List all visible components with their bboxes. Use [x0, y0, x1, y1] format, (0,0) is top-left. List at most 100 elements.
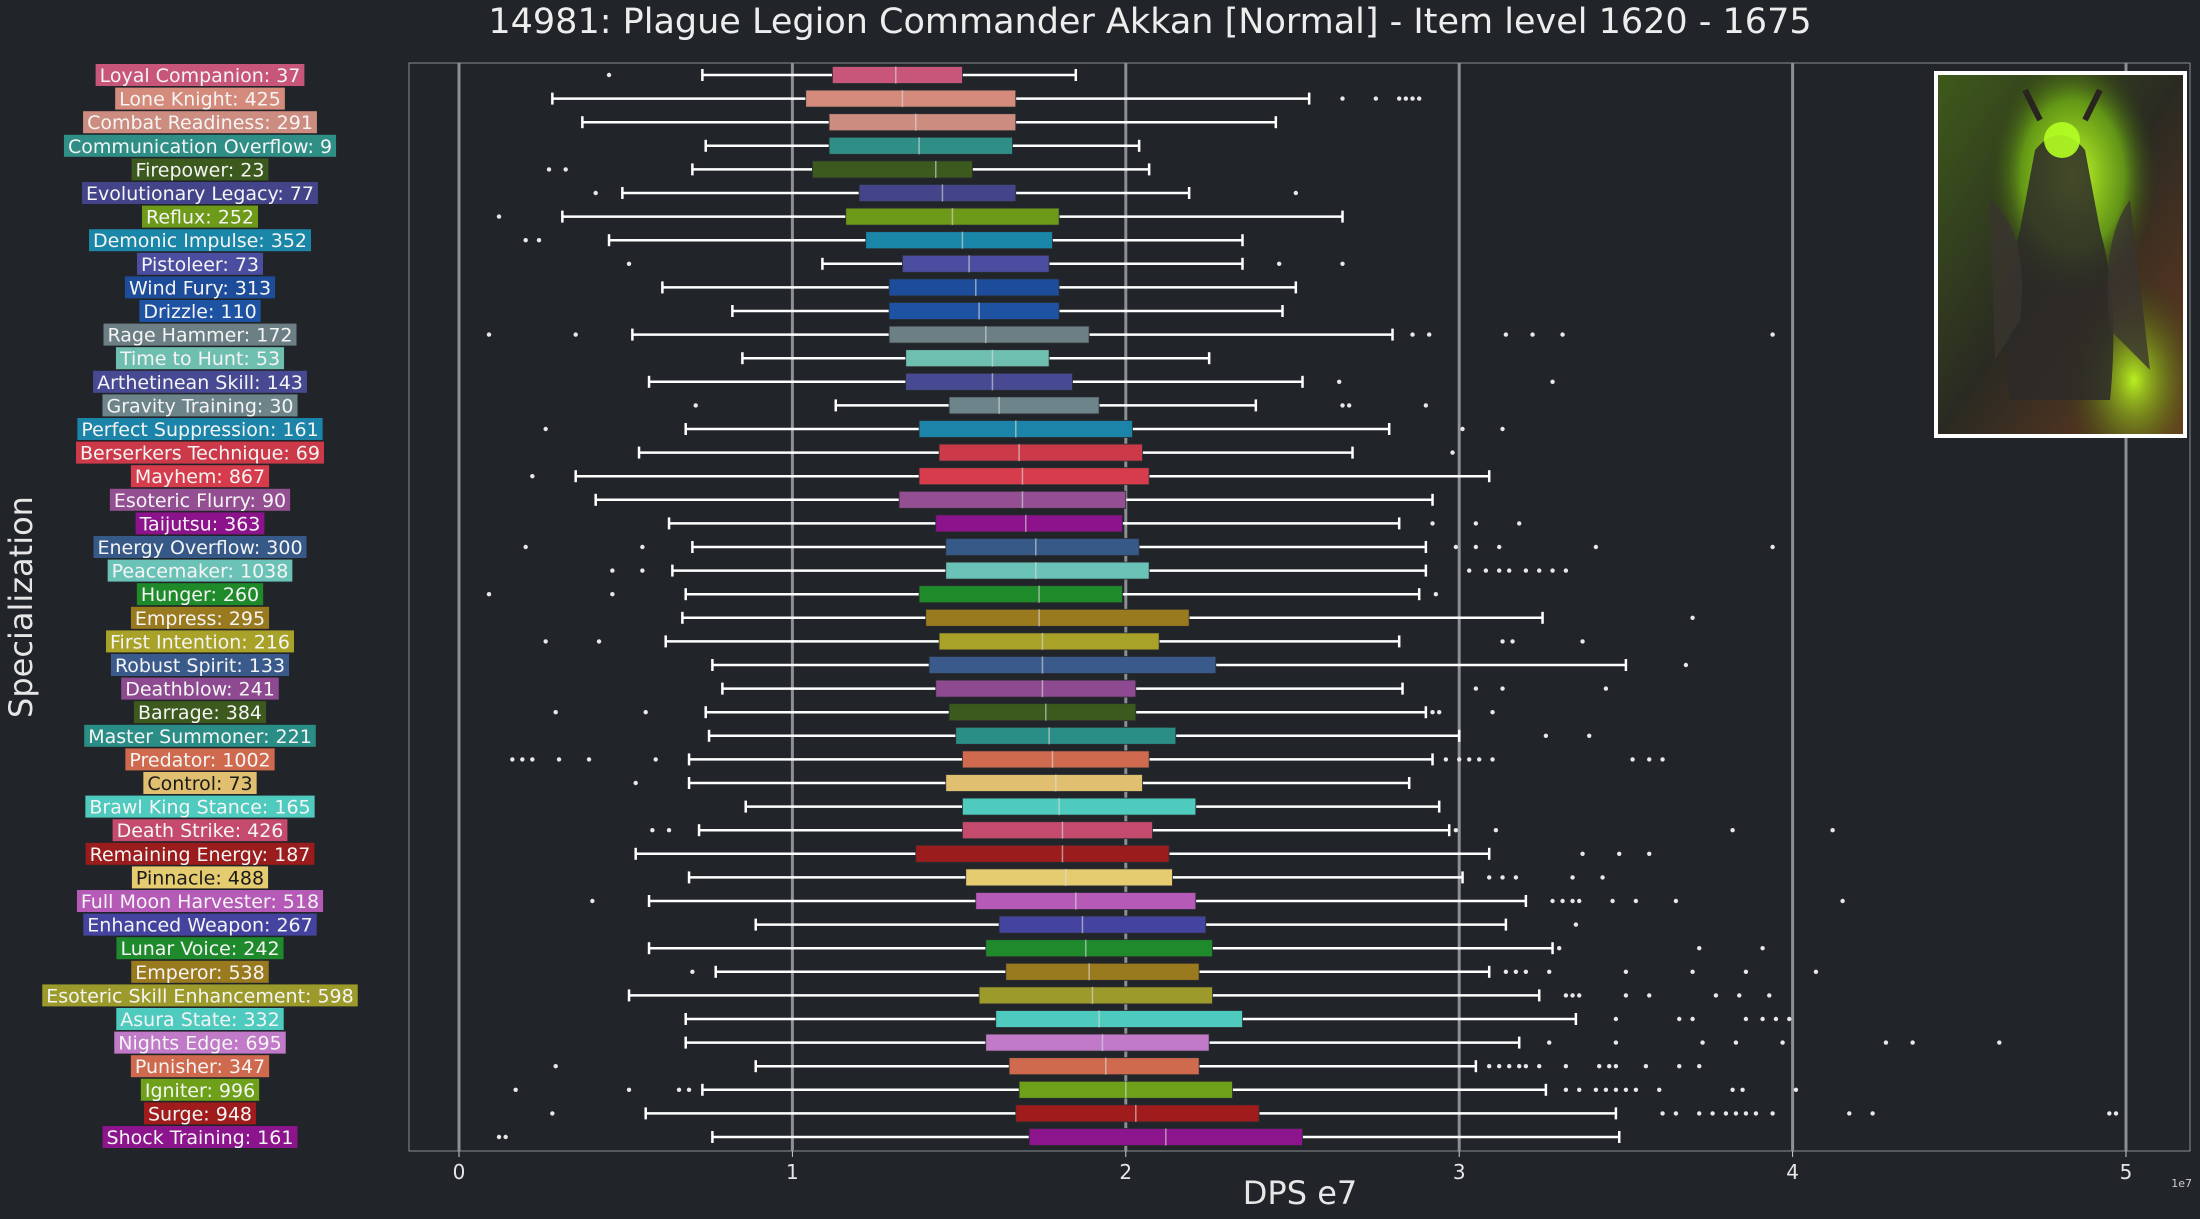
y-label-10: Drizzle: 110 [139, 300, 261, 323]
flier-point [1767, 993, 1772, 998]
y-label-text: Firepower: 23 [136, 159, 265, 181]
y-label-9: Wind Fury: 313 [124, 276, 276, 299]
flier-point [1467, 568, 1472, 573]
flier-point [1613, 1064, 1619, 1069]
flier-point [1570, 993, 1575, 998]
flier-point [1513, 969, 1519, 974]
y-label-bg [83, 111, 317, 134]
box-series-25 [711, 656, 1689, 674]
flier-point [1293, 190, 1299, 196]
flier-point [1453, 828, 1459, 833]
flier-point [1607, 1064, 1612, 1069]
boxes [486, 66, 2119, 1146]
y-label-bg [116, 1008, 284, 1030]
box-series-3 [704, 136, 1141, 155]
flier-point [510, 757, 515, 762]
y-label-bg [143, 772, 257, 794]
box-series-27 [553, 703, 1495, 722]
flier-point [1560, 898, 1565, 904]
flier-point [1340, 96, 1345, 101]
y-label-28: Master Summoner: 221 [84, 724, 316, 748]
y-label-bg [140, 1078, 260, 1101]
flier-point [1847, 1111, 1852, 1116]
y-label-2: Combat Readiness: 291 [83, 111, 317, 134]
y-label-text: Mayhem: 867 [135, 466, 265, 488]
box [805, 89, 1017, 108]
flier-point [626, 261, 632, 266]
flier-point [1547, 969, 1552, 974]
flier-point [1730, 1087, 1735, 1093]
flier-point [1773, 1016, 1779, 1022]
box [918, 585, 1123, 604]
box-series-37 [647, 939, 1765, 958]
box-series-2 [581, 113, 1278, 132]
flier-point [1507, 1064, 1512, 1069]
flier-point [1450, 450, 1455, 455]
box [935, 514, 1123, 533]
box-series-8 [626, 254, 1345, 273]
y-label-bg [131, 158, 269, 181]
y-label-text: Gravity Training: 30 [106, 395, 293, 417]
flier-point [1577, 898, 1582, 904]
box-series-14 [693, 396, 1429, 415]
box [928, 656, 1217, 674]
box [995, 1010, 1243, 1028]
y-label-7: Demonic Impulse: 352 [88, 229, 312, 252]
flier-point [1830, 828, 1835, 833]
box [918, 420, 1133, 438]
y-label-45: Shock Training: 161 [102, 1126, 298, 1149]
box [975, 892, 1197, 910]
flier-point [1603, 686, 1609, 691]
y-label-bg [76, 890, 324, 912]
y-label-4: Firepower: 23 [131, 158, 269, 181]
flier-point [1517, 1064, 1522, 1069]
y-label-bg [83, 913, 317, 936]
y-label-text: Peacemaker: 1038 [112, 561, 289, 583]
y-label-37: Lunar Voice: 242 [116, 937, 284, 960]
box [948, 396, 1100, 415]
flier-point [1550, 898, 1555, 904]
flier-point [1467, 757, 1472, 762]
flier-point [693, 403, 698, 408]
flier-point [1690, 969, 1695, 974]
box [828, 136, 1013, 155]
y-label-bg [133, 701, 267, 724]
box-series-0 [606, 66, 1078, 84]
y-label-1: Lone Knight: 425 [115, 87, 285, 111]
x-tick-label-1: 1 [786, 1160, 799, 1184]
flier-point [486, 332, 492, 337]
box-series-38 [690, 962, 1819, 981]
y-label-text: Nights Edge: 695 [118, 1033, 282, 1055]
y-label-text: Punisher: 347 [135, 1056, 265, 1078]
x-tick-label-2: 2 [1119, 1160, 1132, 1184]
flier-point [643, 710, 648, 715]
y-label-25: Robust Spirit: 133 [110, 654, 290, 677]
y-label-bg [131, 866, 269, 889]
y-label-text: Deathblow: 241 [125, 679, 275, 701]
flier-point [1647, 851, 1652, 856]
box-series-15 [543, 420, 1505, 438]
flier-point [1760, 1016, 1765, 1022]
y-label-29: Predator: 1002 [125, 748, 275, 771]
box-series-36 [754, 915, 1579, 934]
box [858, 184, 1017, 202]
y-label-text: Wind Fury: 313 [129, 277, 271, 299]
y-axis-label: Specialization [2, 496, 40, 718]
flier-point [530, 757, 535, 762]
flier-point [503, 1134, 508, 1140]
flier-point [1373, 96, 1379, 101]
flier-point [550, 1111, 555, 1116]
y-label-bg [142, 205, 258, 228]
y-label-text: Loyal Companion: 37 [100, 65, 301, 87]
flier-point [523, 544, 528, 550]
flier-point [1600, 875, 1605, 880]
y-label-24: First Intention: 216 [106, 630, 294, 653]
flier-point [1660, 757, 1665, 762]
box-series-30 [633, 774, 1411, 792]
y-label-text: Asura State: 332 [120, 1009, 279, 1031]
box-series-39 [627, 986, 1772, 1005]
box-series-41 [684, 1033, 2002, 1052]
flier-point [573, 332, 578, 337]
x-tick-label-5: 5 [2120, 1160, 2133, 1184]
